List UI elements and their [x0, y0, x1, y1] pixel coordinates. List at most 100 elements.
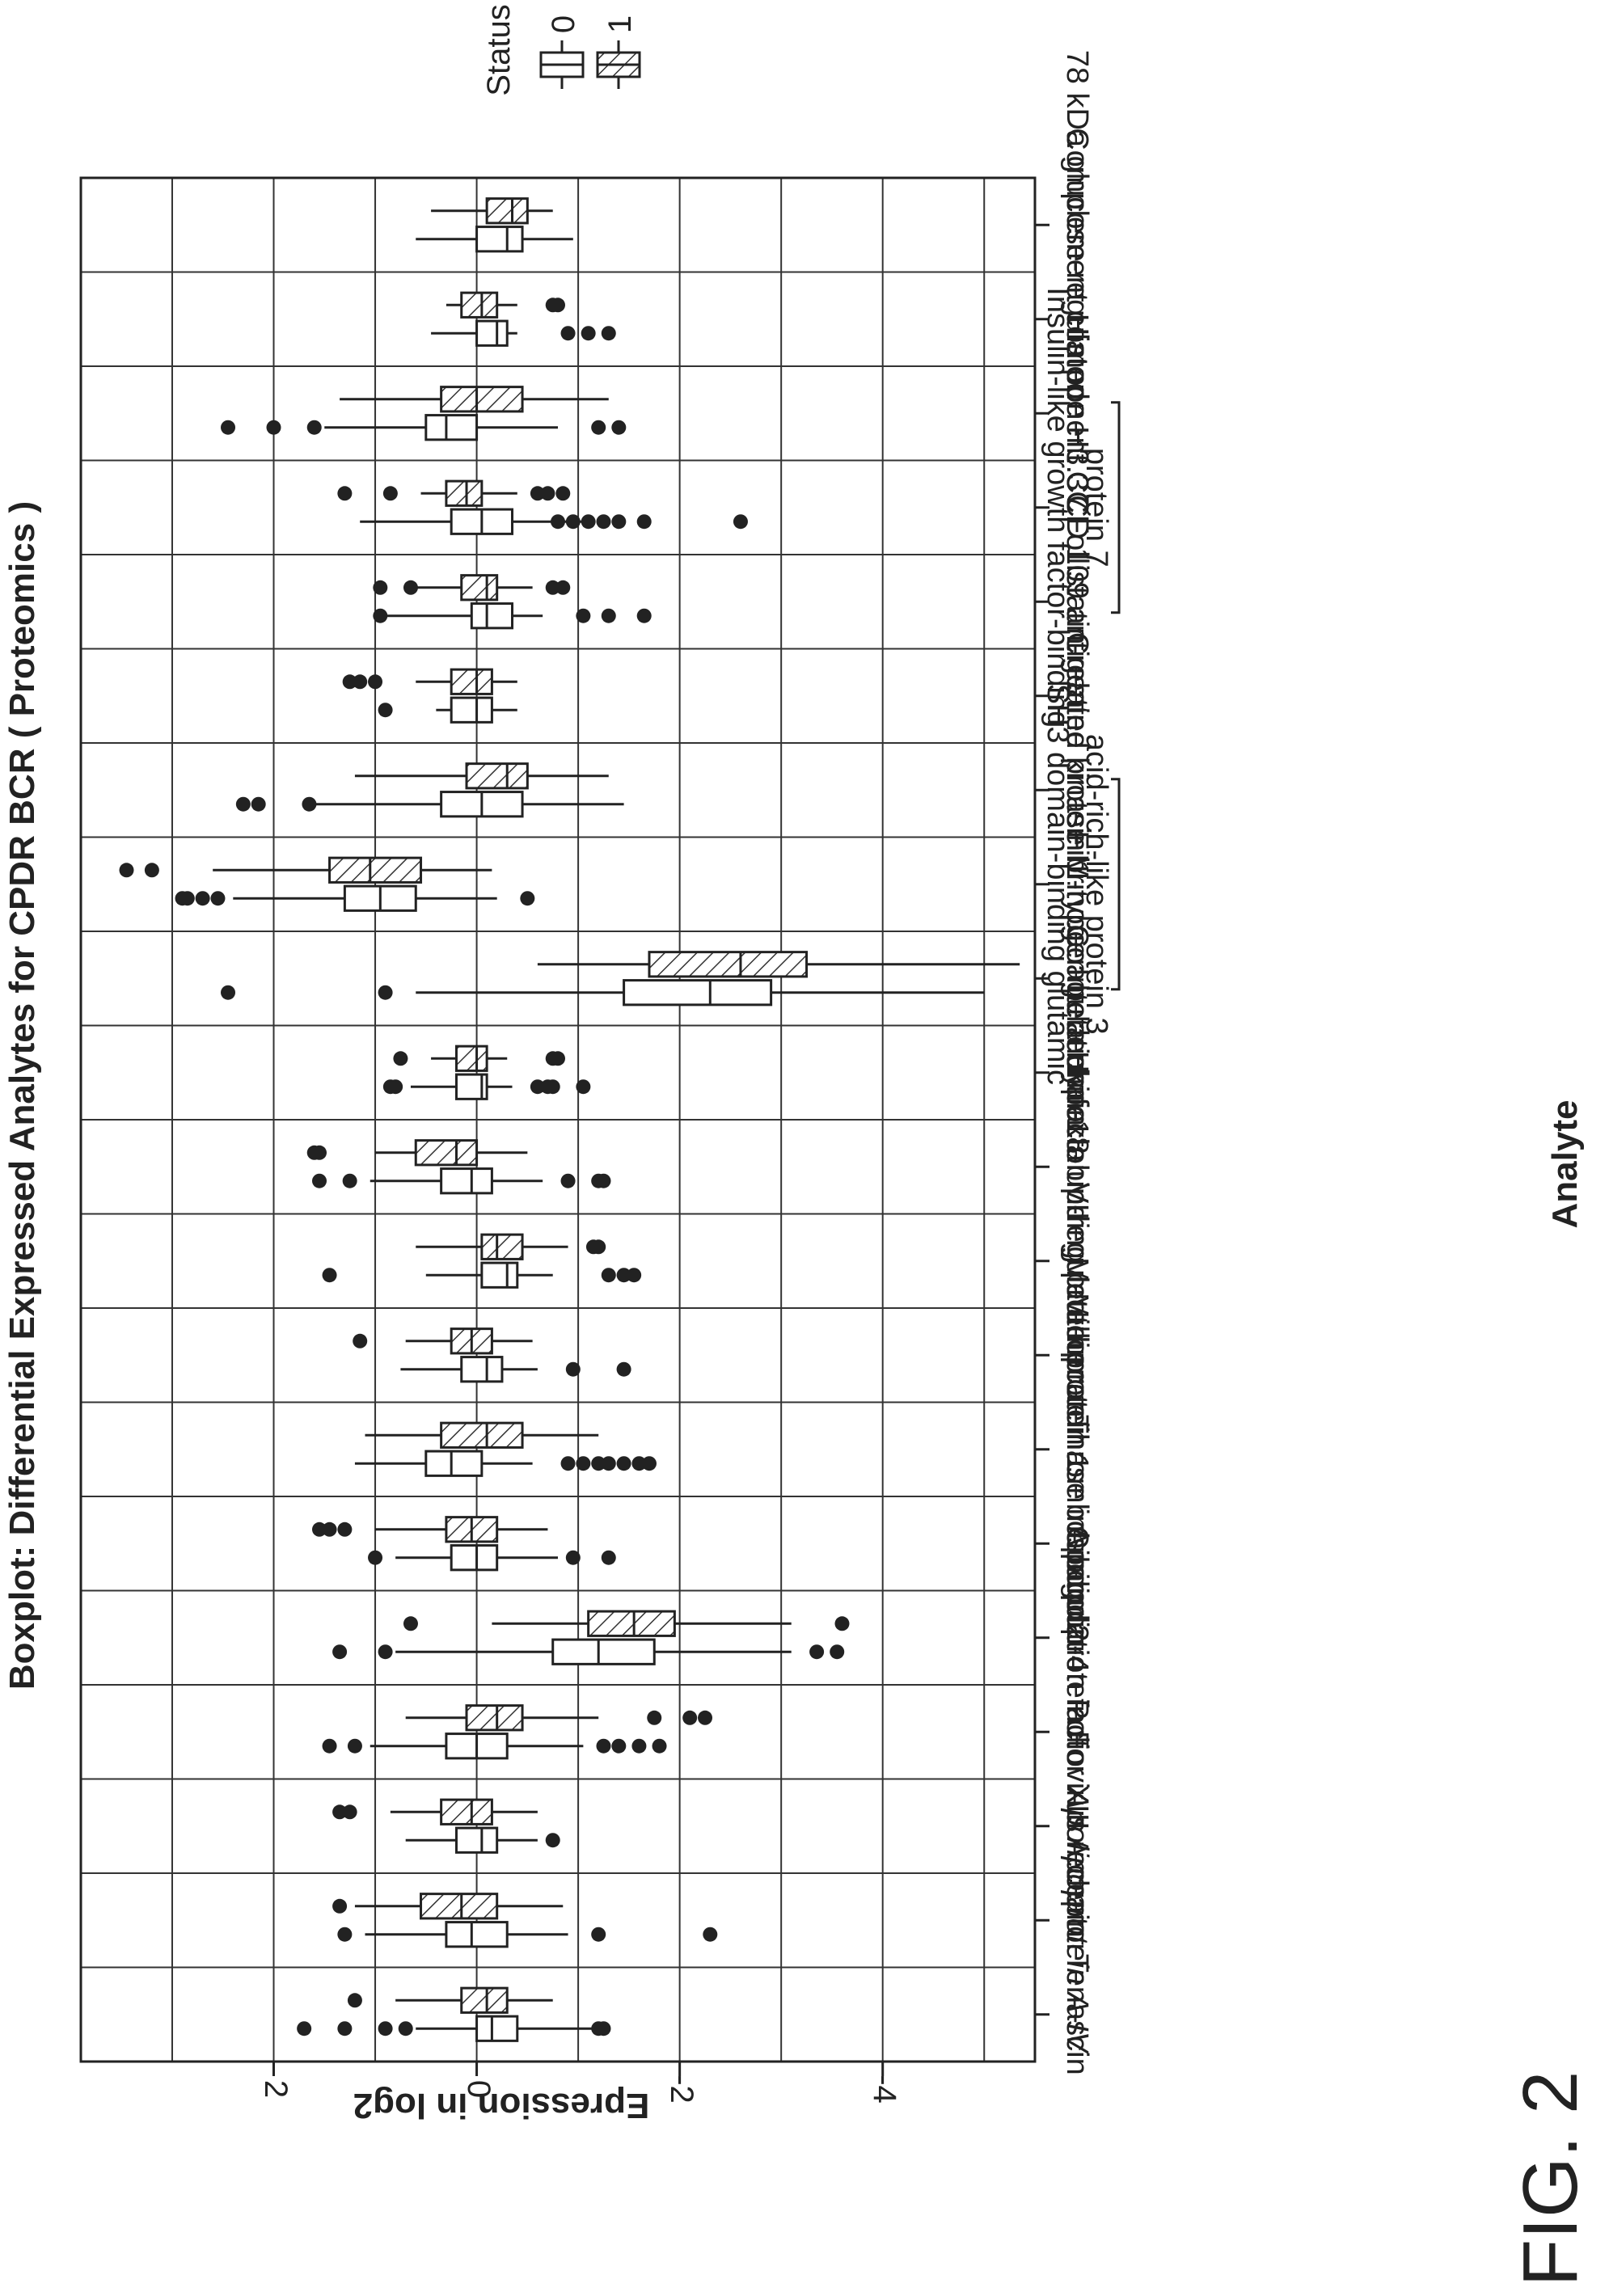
- category-label: Histone H3.3C: [1060, 314, 1094, 513]
- category-label: Fibrinogen beta chain: [1060, 831, 1094, 1126]
- outlier-point: [591, 420, 606, 435]
- outlier-point: [368, 1550, 383, 1565]
- outlier-point: [682, 1710, 698, 1725]
- outlier-point: [611, 420, 627, 435]
- outlier-point: [332, 1804, 348, 1820]
- legend: Status 0 1: [481, 4, 641, 96]
- category-label-line: Insulin-like growth factor-binding: [1041, 287, 1075, 728]
- box-iqr: [440, 1167, 493, 1195]
- box-iqr: [551, 1638, 656, 1665]
- outlier-point: [565, 1361, 581, 1377]
- box-iqr: [648, 951, 809, 978]
- outlier-point: [551, 298, 565, 313]
- category-label: Interleukin-18-binding protein: [1060, 968, 1094, 1365]
- box-0-16: [360, 508, 748, 535]
- category-label-line: acid-rich-like protein 3: [1079, 734, 1113, 1035]
- outlier-point: [403, 1616, 418, 1631]
- box-0-5: [368, 1544, 616, 1572]
- outlier-point: [210, 891, 226, 906]
- axis-ticks: 2 0 -2 -4: [258, 223, 1049, 2104]
- outlier-point: [576, 1456, 591, 1471]
- box-iqr: [420, 1893, 499, 1920]
- outlier-point: [322, 1522, 337, 1537]
- category-label-line: Creatine kinase M-type: [1060, 632, 1094, 948]
- box-0-7: [400, 1356, 631, 1383]
- outlier-point: [378, 2021, 393, 2036]
- outlier-point: [834, 1616, 850, 1631]
- y-tick-label: -2: [664, 2074, 699, 2104]
- box-iqr: [445, 1921, 509, 1948]
- category-label: SH3 domain-binding glutamic acid-rich-lik…: [1041, 684, 1121, 1085]
- grid: [81, 177, 1035, 2062]
- outlier-point: [611, 514, 627, 530]
- box-1-7: [353, 1327, 533, 1355]
- outlier-point: [353, 1333, 368, 1348]
- category-label-line: Complement component C7: [1060, 128, 1094, 510]
- outlier-point: [302, 796, 317, 812]
- outlier-point: [393, 1051, 408, 1066]
- outlier-point: [373, 608, 388, 623]
- legend-label-status-1: 1: [602, 15, 638, 33]
- outlier-point: [403, 580, 418, 595]
- box-1-16: [337, 479, 571, 507]
- outlier-point: [195, 891, 210, 906]
- outlier-point: [551, 1051, 565, 1066]
- outlier-point: [641, 1456, 657, 1471]
- outlier-point: [322, 1268, 337, 1283]
- box-iqr: [623, 979, 773, 1007]
- outlier-point: [540, 486, 555, 501]
- outlier-point: [581, 326, 596, 341]
- outlier-point: [221, 420, 236, 435]
- category-label: Coagulation factor VII: [1060, 925, 1094, 1220]
- box-iqr: [480, 1233, 524, 1260]
- outlier-point: [616, 1456, 631, 1471]
- outlier-point: [337, 1927, 353, 1942]
- box-0-4: [332, 1638, 845, 1665]
- box-0-9: [312, 1167, 611, 1195]
- category-label: Insulin-like growth factor-binding protei…: [1041, 287, 1121, 728]
- outlier-point: [555, 486, 571, 501]
- box-iqr: [475, 319, 509, 347]
- plot-border: [79, 176, 1037, 2063]
- outlier-point: [601, 326, 616, 341]
- outlier-point: [545, 580, 560, 595]
- box-0-11: [221, 979, 985, 1007]
- figure-label: FIG. 2: [1507, 2071, 1594, 2287]
- box-iqr: [460, 1986, 509, 2014]
- category-label-line: Follistatin-related protein 1: [1060, 515, 1094, 877]
- box-1-13: [354, 762, 609, 790]
- y-axis-title: Epression in log2: [353, 2086, 650, 2125]
- box-iqr: [454, 1826, 499, 1854]
- boxes: [119, 197, 1020, 2042]
- category-label-line: protein 7: [1079, 448, 1113, 568]
- outlier-point: [733, 514, 748, 530]
- outlier-point: [591, 1456, 606, 1471]
- box-iqr: [465, 1704, 524, 1732]
- outlier-point: [266, 420, 281, 435]
- box-0-3: [322, 1733, 667, 1760]
- box-iqr: [440, 386, 524, 413]
- outlier-point: [601, 1550, 616, 1565]
- outlier-point: [809, 1644, 825, 1660]
- legend-key-status-1: [596, 40, 641, 89]
- box-0-13: [235, 791, 624, 818]
- box-1-3: [405, 1704, 713, 1732]
- outlier-point: [530, 1079, 545, 1095]
- outlier-point: [551, 514, 565, 530]
- box-iqr: [450, 668, 493, 695]
- outlier-point: [636, 608, 652, 623]
- outlier-point: [342, 1804, 357, 1820]
- outlier-point: [576, 1079, 591, 1095]
- outlier-point: [342, 1173, 357, 1188]
- legend-key-status-0: [539, 40, 585, 89]
- outlier-point: [830, 1644, 845, 1660]
- outlier-point: [601, 1268, 616, 1283]
- box-0-12: [175, 884, 535, 912]
- box-iqr: [440, 1798, 493, 1825]
- outlier-point: [398, 2021, 413, 2036]
- box-iqr: [475, 226, 524, 253]
- outlier-point: [347, 1738, 362, 1754]
- category-label: Hypoxia up-regulated protein 1: [1060, 1051, 1094, 1471]
- outlier-point: [601, 608, 616, 623]
- box-0-15: [373, 602, 652, 630]
